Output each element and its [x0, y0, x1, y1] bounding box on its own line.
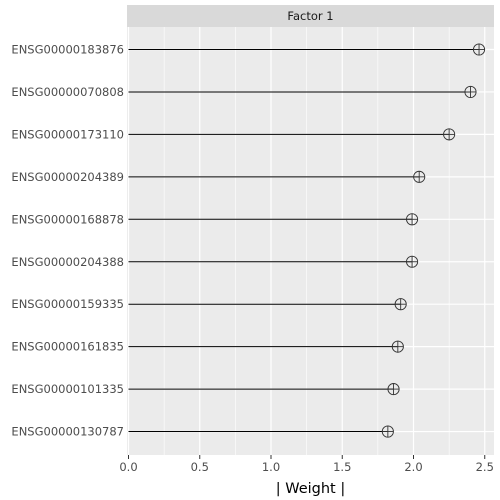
lollipop-point: [395, 299, 406, 310]
y-axis-labels: ENSG00000183876 ENSG00000070808 ENSG000001…: [11, 43, 124, 439]
lollipop-point: [414, 171, 425, 182]
y-tick-label: ENSG00000183876: [11, 43, 124, 57]
x-tick-label: 0.0: [119, 460, 137, 474]
x-axis: 0.0 0.5 1.0 1.5 2.0 2.5: [119, 455, 494, 474]
lollipop-point: [465, 86, 476, 97]
lollipop-point: [382, 426, 393, 437]
plot-panel: [127, 27, 494, 455]
y-tick-label: ENSG00000173110: [11, 127, 124, 141]
y-tick-label: ENSG00000168878: [11, 212, 124, 226]
x-tick-label: 2.5: [476, 460, 494, 474]
y-tick-label: ENSG00000204388: [11, 255, 124, 269]
y-tick-label: ENSG00000161835: [11, 340, 124, 354]
y-tick-label: ENSG00000130787: [11, 425, 124, 439]
y-tick-label: ENSG00000070808: [11, 85, 124, 99]
y-tick-label: ENSG00000101335: [11, 382, 124, 396]
lollipop-point: [473, 44, 484, 55]
x-tick-label: 1.0: [262, 460, 280, 474]
y-tick-label: ENSG00000204389: [11, 170, 124, 184]
lollipop-point: [388, 384, 399, 395]
lollipop-point: [392, 341, 403, 352]
facet-title: Factor 1: [287, 9, 333, 23]
lollipop-point: [406, 214, 417, 225]
lollipop-point: [406, 256, 417, 267]
x-tick-label: 2.0: [404, 460, 422, 474]
x-axis-title: | Weight |: [276, 481, 346, 497]
lollipop-point: [444, 129, 455, 140]
x-tick-label: 1.5: [333, 460, 351, 474]
x-tick-label: 0.5: [191, 460, 209, 474]
y-tick-label: ENSG00000159335: [11, 297, 124, 311]
